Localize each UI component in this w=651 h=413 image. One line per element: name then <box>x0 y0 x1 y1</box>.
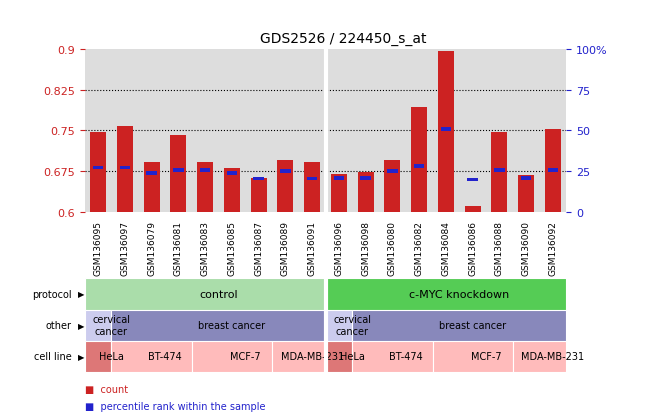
Text: GDS2526 / 224450_s_at: GDS2526 / 224450_s_at <box>260 31 427 45</box>
Bar <box>467 178 478 182</box>
Text: ▶: ▶ <box>78 290 85 299</box>
Text: cell line: cell line <box>34 351 72 361</box>
Bar <box>171 135 186 213</box>
Text: c-MYC knockdown: c-MYC knockdown <box>409 289 510 299</box>
Bar <box>352 310 566 341</box>
Bar <box>414 164 424 169</box>
Bar <box>304 162 320 213</box>
Bar <box>280 170 290 174</box>
Bar <box>307 177 317 181</box>
Bar <box>326 279 566 310</box>
Bar <box>111 341 191 372</box>
Bar <box>331 175 347 213</box>
Bar <box>200 169 210 172</box>
Text: BT-474: BT-474 <box>148 351 182 361</box>
Text: ■  percentile rank within the sample: ■ percentile rank within the sample <box>85 401 265 411</box>
Bar <box>411 108 427 213</box>
Bar <box>441 128 451 132</box>
Bar <box>197 162 213 213</box>
Bar <box>492 132 508 213</box>
Bar <box>438 52 454 213</box>
Bar <box>494 169 505 172</box>
Bar <box>93 166 104 170</box>
Bar <box>277 161 294 213</box>
Bar <box>143 162 159 213</box>
Text: BT-474: BT-474 <box>389 351 422 361</box>
Bar <box>85 279 326 310</box>
Text: MDA-MB-231: MDA-MB-231 <box>521 351 585 361</box>
Text: MCF-7: MCF-7 <box>471 351 501 361</box>
Text: HeLa: HeLa <box>99 351 124 361</box>
Text: HeLa: HeLa <box>340 351 365 361</box>
Text: breast cancer: breast cancer <box>439 320 506 330</box>
Text: cervical
cancer: cervical cancer <box>333 314 371 336</box>
Bar <box>387 170 398 174</box>
Text: protocol: protocol <box>32 289 72 299</box>
Bar <box>85 310 111 341</box>
Text: ■  count: ■ count <box>85 384 128 394</box>
Text: cervical
cancer: cervical cancer <box>92 314 130 336</box>
Bar <box>357 173 374 213</box>
Bar <box>227 172 237 176</box>
Bar <box>85 341 111 372</box>
Text: ▶: ▶ <box>78 352 85 361</box>
Bar <box>513 341 566 372</box>
Text: MDA-MB-231: MDA-MB-231 <box>281 351 344 361</box>
Text: control: control <box>199 289 238 299</box>
Bar <box>146 172 157 176</box>
Bar <box>111 310 326 341</box>
Bar <box>191 341 272 372</box>
Bar <box>253 177 264 181</box>
Bar <box>521 176 531 180</box>
Bar <box>120 166 130 170</box>
Bar <box>518 176 534 213</box>
Bar <box>326 341 352 372</box>
Bar <box>432 341 513 372</box>
Bar <box>384 161 400 213</box>
Bar <box>352 341 432 372</box>
Bar <box>545 130 561 213</box>
Bar <box>547 169 558 172</box>
Bar <box>361 176 371 180</box>
Bar <box>326 310 352 341</box>
Text: other: other <box>46 320 72 330</box>
Text: MCF-7: MCF-7 <box>230 351 260 361</box>
Bar <box>117 127 133 213</box>
Bar <box>334 176 344 180</box>
Bar <box>251 178 267 213</box>
Text: breast cancer: breast cancer <box>199 320 266 330</box>
Bar <box>173 169 184 172</box>
Bar <box>90 132 106 213</box>
Bar <box>224 168 240 213</box>
Text: ▶: ▶ <box>78 321 85 330</box>
Bar <box>272 341 326 372</box>
Bar <box>465 206 480 213</box>
